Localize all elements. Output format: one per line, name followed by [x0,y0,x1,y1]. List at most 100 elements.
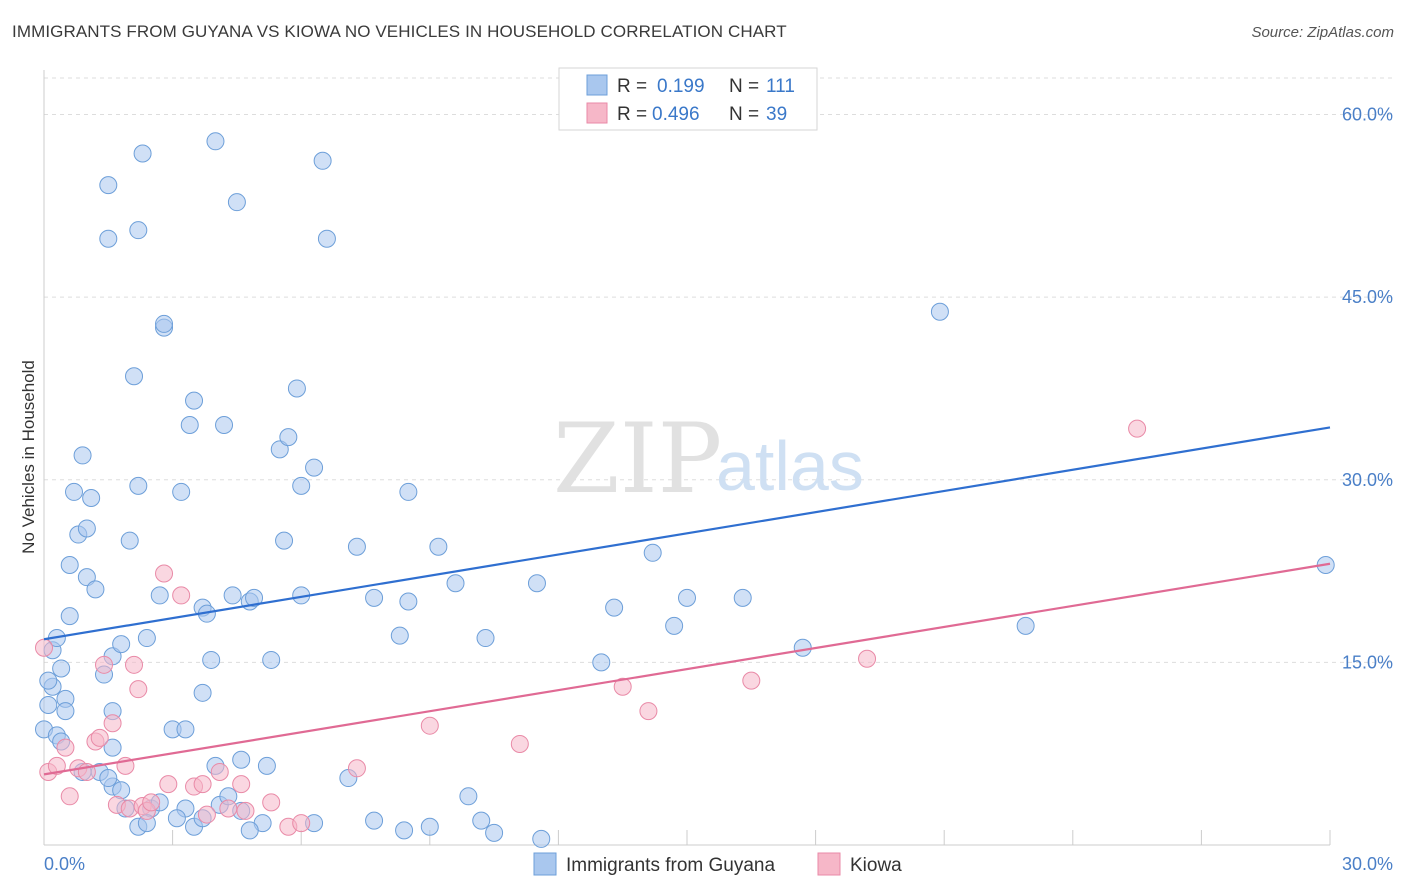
point-guyana [532,829,551,848]
point-guyana [167,809,186,828]
point-guyana [793,638,812,657]
point-kiowa [742,671,761,690]
point-guyana [275,531,294,550]
trend-line-kiowa [43,562,1331,776]
legend-r-label-kiowa: R = [617,104,647,125]
point-kiowa [262,793,281,812]
point-guyana [365,588,384,607]
point-guyana [172,482,191,501]
point-kiowa [155,564,174,583]
point-guyana [137,629,156,648]
point-kiowa [236,801,255,820]
point-guyana [472,811,491,830]
point-kiowa [142,793,161,812]
bottom-legend-swatch-kiowa [817,852,841,876]
point-kiowa [613,677,632,696]
legend-r-value-guyana: 0.199 [657,76,705,97]
point-guyana [527,574,546,593]
point-guyana [60,555,79,574]
point-guyana [399,592,418,611]
point-guyana [202,650,221,669]
point-kiowa [95,655,114,674]
point-guyana [227,193,246,212]
point-kiowa [639,702,658,721]
point-guyana [476,629,495,648]
legend-swatch-guyana [586,74,608,96]
point-kiowa [510,734,529,753]
point-kiowa [1128,419,1147,438]
trend-line-guyana [43,426,1331,641]
point-guyana [82,489,101,508]
point-kiowa [232,775,251,794]
point-guyana [665,616,684,635]
point-guyana [99,176,118,195]
point-guyana [155,314,174,333]
point-guyana [120,531,139,550]
legend-r-value-kiowa: 0.496 [652,104,700,125]
point-guyana [270,440,289,459]
series-kiowa-points [35,419,1147,836]
point-guyana [317,229,336,248]
point-guyana [262,650,281,669]
point-guyana [257,756,276,775]
point-guyana [459,787,478,806]
legend-n-label-kiowa: N = [729,104,759,125]
chart-title: IMMIGRANTS FROM GUYANA VS KIOWA NO VEHIC… [12,22,787,41]
point-guyana [347,537,366,556]
point-kiowa [219,799,238,818]
legend-r-label-guyana: R = [617,76,647,97]
point-guyana [395,821,414,840]
point-guyana [733,588,752,607]
point-guyana [313,151,332,170]
point-guyana [77,568,96,587]
point-guyana [129,221,148,240]
y-tick-labels: 15.0% 30.0% 45.0% 60.0% [1342,105,1393,673]
point-kiowa [292,814,311,833]
point-guyana [52,659,71,678]
point-guyana [215,415,234,434]
legend-swatch-kiowa [586,102,608,124]
point-guyana [292,476,311,495]
point-kiowa [60,787,79,806]
bottom-legend-swatch-guyana [533,852,557,876]
point-guyana [77,519,96,538]
point-guyana [86,580,105,599]
point-kiowa [129,680,148,699]
point-kiowa [420,716,439,735]
point-guyana [60,607,79,626]
point-kiowa [210,762,229,781]
point-guyana [56,702,75,721]
point-kiowa [159,775,178,794]
point-guyana [99,769,118,788]
source-credit: Source: ZipAtlas.com [1251,24,1394,41]
legend-n-value-kiowa: 39 [766,104,787,125]
point-guyana [176,720,195,739]
legend-n-label-guyana: N = [729,76,759,97]
y-tick-label: 30.0% [1342,470,1393,490]
point-guyana [150,586,169,605]
y-tick-label: 15.0% [1342,652,1393,672]
point-guyana [206,132,225,151]
point-guyana [112,635,131,654]
x-tick-label-max: 30.0% [1342,854,1393,874]
point-kiowa [47,756,66,775]
point-guyana [185,391,204,410]
y-tick-label: 60.0% [1342,105,1393,125]
point-guyana [643,543,662,562]
point-guyana [365,811,384,830]
point-guyana [1016,616,1035,635]
point-guyana [133,144,152,163]
grid-lines [44,77,1393,663]
bottom-legend-label-kiowa: Kiowa [850,855,902,876]
point-guyana [232,750,251,769]
point-guyana [592,653,611,672]
point-guyana [73,446,92,465]
point-kiowa [197,805,216,824]
point-guyana [678,588,696,607]
point-guyana [65,482,84,501]
point-guyana [305,458,324,477]
point-guyana [223,586,242,605]
point-guyana [605,598,624,617]
y-axis-label: No Vehicles in Household [19,360,38,554]
